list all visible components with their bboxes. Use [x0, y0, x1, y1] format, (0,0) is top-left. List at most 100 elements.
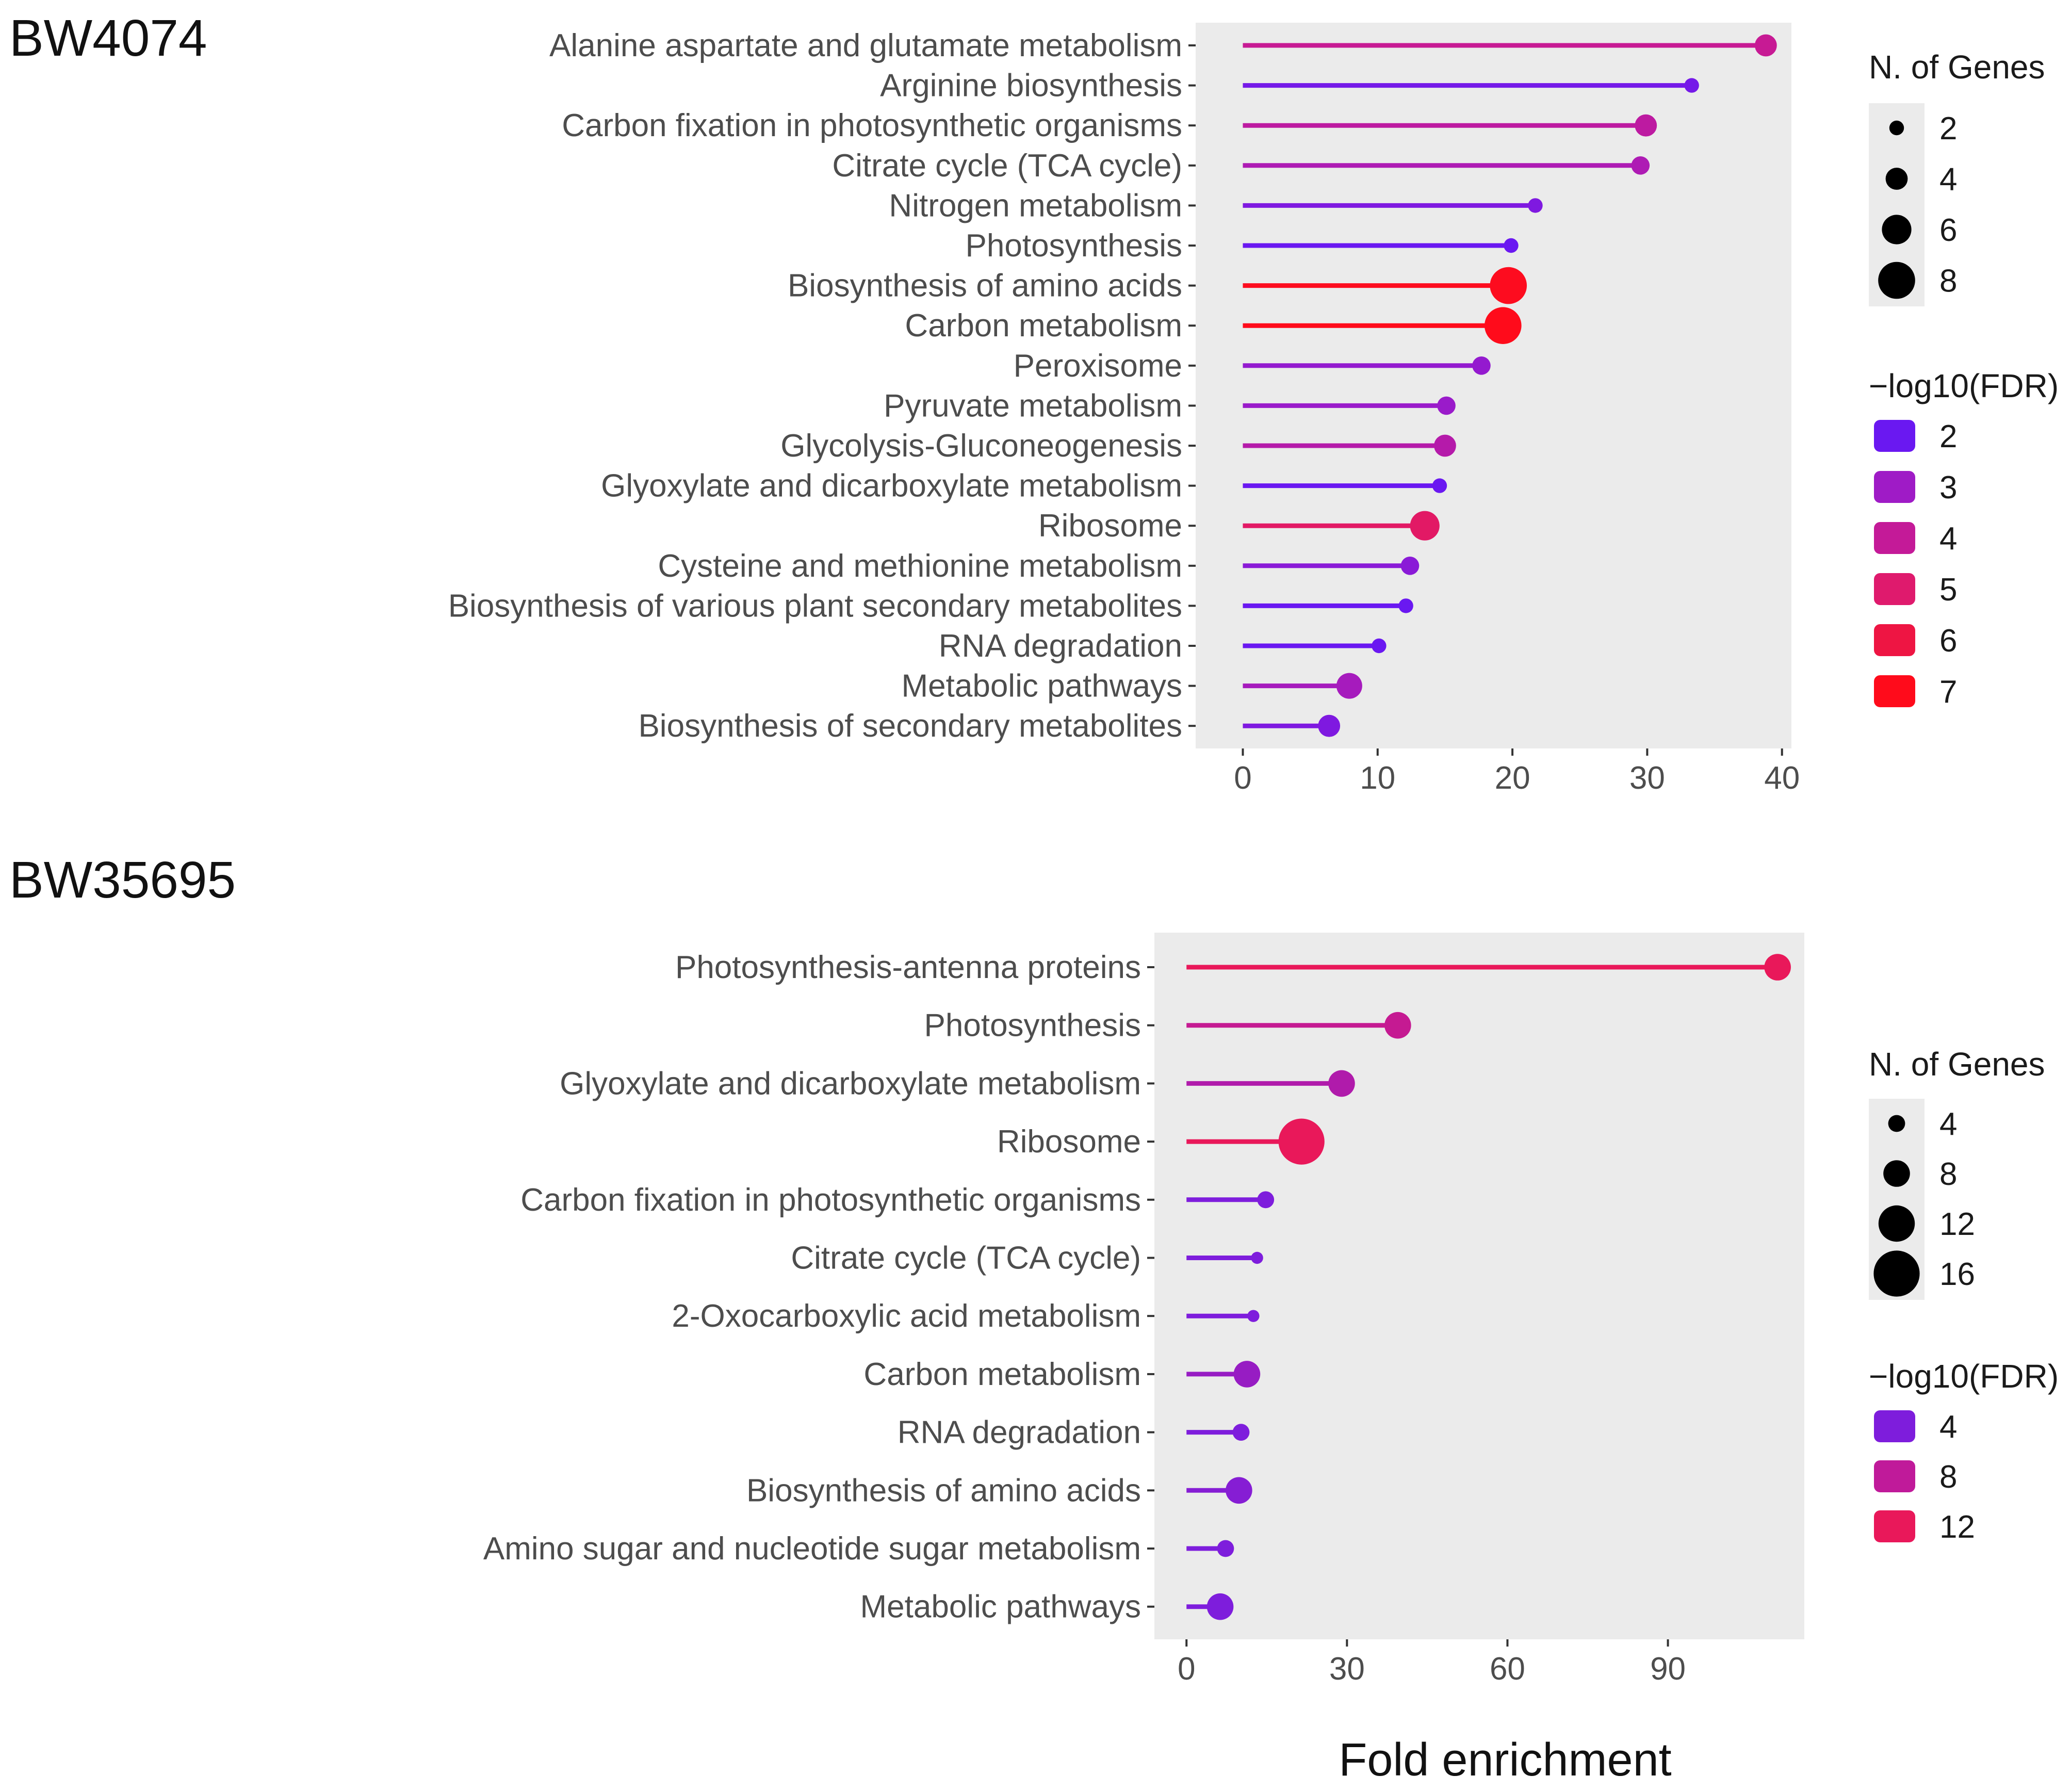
- category-label: Glyoxylate and dicarboxylate metabolism: [560, 1066, 1141, 1101]
- x-axis-title: Fold enrichment: [1339, 1734, 1671, 1786]
- category-label: Peroxisome: [1014, 348, 1182, 384]
- lollipops-bw35695: [1186, 954, 1791, 1620]
- lollipop-point: [1631, 156, 1650, 175]
- lollipop-point: [1336, 673, 1362, 699]
- lollipop-point: [1432, 478, 1447, 493]
- lollipop-point: [1278, 1118, 1325, 1165]
- lollipop-point: [1684, 78, 1699, 93]
- category-label: Biosynthesis of various plant secondary …: [448, 588, 1182, 624]
- lollipop-point: [1528, 198, 1543, 213]
- size-legend-key: [1873, 1250, 1920, 1297]
- size-legend-key: [1883, 1160, 1910, 1187]
- color-legend-key: [1874, 1410, 1915, 1442]
- color-legend-label: 8: [1939, 1459, 1957, 1495]
- plot-background-bw4074: [1196, 23, 1791, 748]
- lollipop-point: [1398, 598, 1413, 613]
- category-label: Glyoxylate and dicarboxylate metabolism: [601, 468, 1182, 504]
- category-label: Arginine biosynthesis: [880, 68, 1182, 104]
- x-axis-bw4074: 0 10 20 30 40: [1234, 748, 1800, 796]
- lollipop-point: [1764, 954, 1791, 981]
- lollipop-point: [1206, 1593, 1234, 1620]
- category-label: Photosynthesis: [966, 228, 1182, 264]
- size-legend-key: [1885, 168, 1908, 190]
- x-tick-label: 30: [1329, 1651, 1365, 1687]
- color-legend-label: 4: [1939, 1409, 1957, 1445]
- category-label: Carbon fixation in photosynthetic organi…: [562, 108, 1182, 143]
- color-legend-label: 5: [1939, 572, 1957, 608]
- color-legend-bw35695: −log10(FDR) 4 8 12: [1869, 1358, 2059, 1545]
- category-label: Amino sugar and nucleotide sugar metabol…: [483, 1531, 1141, 1567]
- category-label: Pyruvate metabolism: [884, 388, 1182, 423]
- color-legend-key: [1874, 573, 1915, 605]
- category-label: Carbon metabolism: [905, 308, 1182, 344]
- category-label: Carbon metabolism: [863, 1357, 1141, 1392]
- lollipop-point: [1226, 1477, 1252, 1504]
- lollipop-point: [1490, 267, 1527, 304]
- category-label: 2-Oxocarboxylic acid metabolism: [672, 1298, 1141, 1334]
- lollipop-point: [1754, 34, 1777, 57]
- color-legend-key: [1874, 420, 1915, 452]
- size-legend-title-bw4074: N. of Genes: [1869, 48, 2045, 86]
- color-legend-label: 4: [1939, 521, 1957, 557]
- category-label: Carbon fixation in photosynthetic organi…: [520, 1182, 1141, 1218]
- panel-title-bw35695: BW35695: [9, 851, 236, 909]
- lollipop-point: [1257, 1191, 1275, 1209]
- size-legend-bw4074: N. of Genes 2 4 6 8: [1869, 48, 2045, 306]
- lollipop-point: [1251, 1251, 1263, 1264]
- panel-title-bw4074: BW4074: [9, 9, 207, 67]
- color-legend-label: 7: [1939, 674, 1957, 710]
- category-label: Biosynthesis of amino acids: [746, 1473, 1141, 1508]
- size-legend-label: 8: [1939, 1156, 1957, 1192]
- size-legend-key: [1882, 215, 1912, 245]
- y-ticks-bw35695: [1147, 966, 1154, 1608]
- category-label: RNA degradation: [898, 1415, 1141, 1451]
- size-legend-title-bw35695: N. of Genes: [1869, 1046, 2045, 1083]
- y-ticks-bw4074: [1188, 44, 1196, 727]
- x-tick-label: 30: [1629, 760, 1665, 796]
- panel-bw4074: BW4074 Alanine aspartate and glutamate m…: [9, 9, 2059, 796]
- lollipop-point: [1504, 238, 1519, 253]
- color-legend-key: [1874, 1460, 1915, 1492]
- x-axis-bw35695: 0 30 60 90: [1178, 1639, 1686, 1687]
- x-tick-label: 0: [1178, 1651, 1195, 1687]
- size-legend-label: 4: [1939, 162, 1957, 198]
- size-legend-key: [1878, 1205, 1915, 1242]
- lollipop-point: [1400, 557, 1420, 575]
- x-tick-label: 10: [1360, 760, 1395, 796]
- size-legend-label: 2: [1939, 111, 1957, 146]
- category-label: Cysteine and methionine metabolism: [658, 548, 1182, 584]
- lollipops-bw4074: [1243, 34, 1777, 737]
- lollipop-point: [1434, 434, 1456, 457]
- lollipop-point: [1318, 714, 1341, 737]
- category-labels-bw4074: Alanine aspartate and glutamate metaboli…: [448, 28, 1182, 744]
- size-legend-label: 16: [1939, 1257, 1975, 1292]
- lollipop-point: [1217, 1540, 1234, 1557]
- x-tick-label: 60: [1490, 1651, 1525, 1687]
- color-legend-bw4074: −log10(FDR) 2 3 4 5 6 7: [1869, 367, 2059, 710]
- lollipop-point: [1328, 1070, 1355, 1097]
- x-tick-label: 0: [1234, 760, 1251, 796]
- x-tick-label: 40: [1764, 760, 1800, 796]
- category-label: Photosynthesis-antenna proteins: [675, 950, 1141, 985]
- lollipop-point: [1484, 307, 1522, 344]
- category-label: Alanine aspartate and glutamate metaboli…: [549, 28, 1182, 63]
- category-label: Ribosome: [1038, 508, 1182, 544]
- size-legend-label: 4: [1939, 1106, 1957, 1142]
- lollipop-point: [1247, 1310, 1260, 1322]
- lollipop-point: [1472, 356, 1491, 375]
- plot-background-bw35695: [1154, 933, 1804, 1639]
- category-label: Photosynthesis: [924, 1008, 1141, 1044]
- size-legend-key: [1878, 262, 1915, 299]
- size-legend-bw35695: N. of Genes 4 8 12 16: [1869, 1046, 2045, 1300]
- color-legend-label: 12: [1939, 1509, 1975, 1545]
- category-label: Citrate cycle (TCA cycle): [832, 148, 1182, 184]
- lollipop-point: [1635, 114, 1657, 137]
- color-legend-key: [1874, 522, 1915, 554]
- panel-bw35695: BW35695 Photosynthesis-antenna proteins P…: [9, 851, 2059, 1786]
- color-legend-key: [1874, 471, 1915, 503]
- lollipop-point: [1232, 1424, 1250, 1441]
- color-legend-key: [1874, 624, 1915, 656]
- category-label: Citrate cycle (TCA cycle): [791, 1241, 1141, 1276]
- category-label: Biosynthesis of amino acids: [788, 268, 1182, 304]
